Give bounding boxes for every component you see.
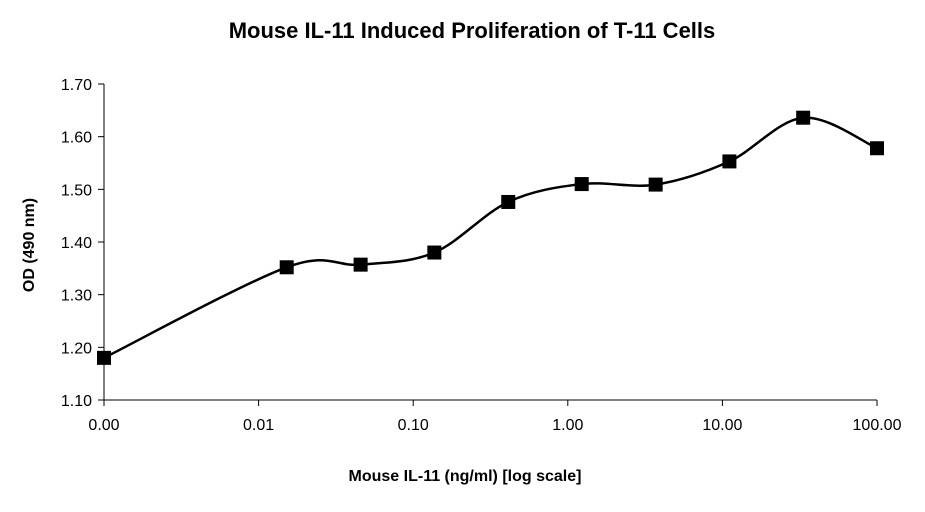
x-tick-label: 0.10 xyxy=(398,417,429,434)
x-tick-label: 0.00 xyxy=(88,417,119,434)
data-point xyxy=(648,177,663,192)
data-point xyxy=(870,141,884,156)
y-tick-label: 1.60 xyxy=(61,130,92,147)
data-point xyxy=(796,110,811,125)
y-axis-title: OD (490 nm) xyxy=(21,197,38,293)
chart-title: Mouse IL-11 Induced Proliferation of T-1… xyxy=(228,18,716,43)
x-tick-label: 10.00 xyxy=(702,417,742,434)
x-tick-label: 0.01 xyxy=(243,417,274,434)
x-axis-title: Mouse IL-11 (ng/ml) [log scale] xyxy=(348,468,582,485)
y-tick-label: 1.70 xyxy=(61,77,92,94)
data-point xyxy=(427,245,442,260)
data-point xyxy=(353,257,368,272)
data-point xyxy=(279,260,294,275)
y-tick-label: 1.30 xyxy=(61,288,92,305)
x-tick-label: 1.00 xyxy=(552,417,583,434)
y-tick-label: 1.10 xyxy=(61,393,92,410)
y-tick-label: 1.20 xyxy=(61,340,92,357)
y-tick-label: 1.50 xyxy=(61,182,92,199)
data-point xyxy=(501,194,516,209)
data-point xyxy=(722,154,737,169)
series-line xyxy=(103,116,878,359)
y-tick-label: 1.40 xyxy=(61,235,92,252)
x-tick-label: 100.00 xyxy=(853,417,902,434)
data-point xyxy=(574,177,589,192)
data-point xyxy=(97,350,111,365)
